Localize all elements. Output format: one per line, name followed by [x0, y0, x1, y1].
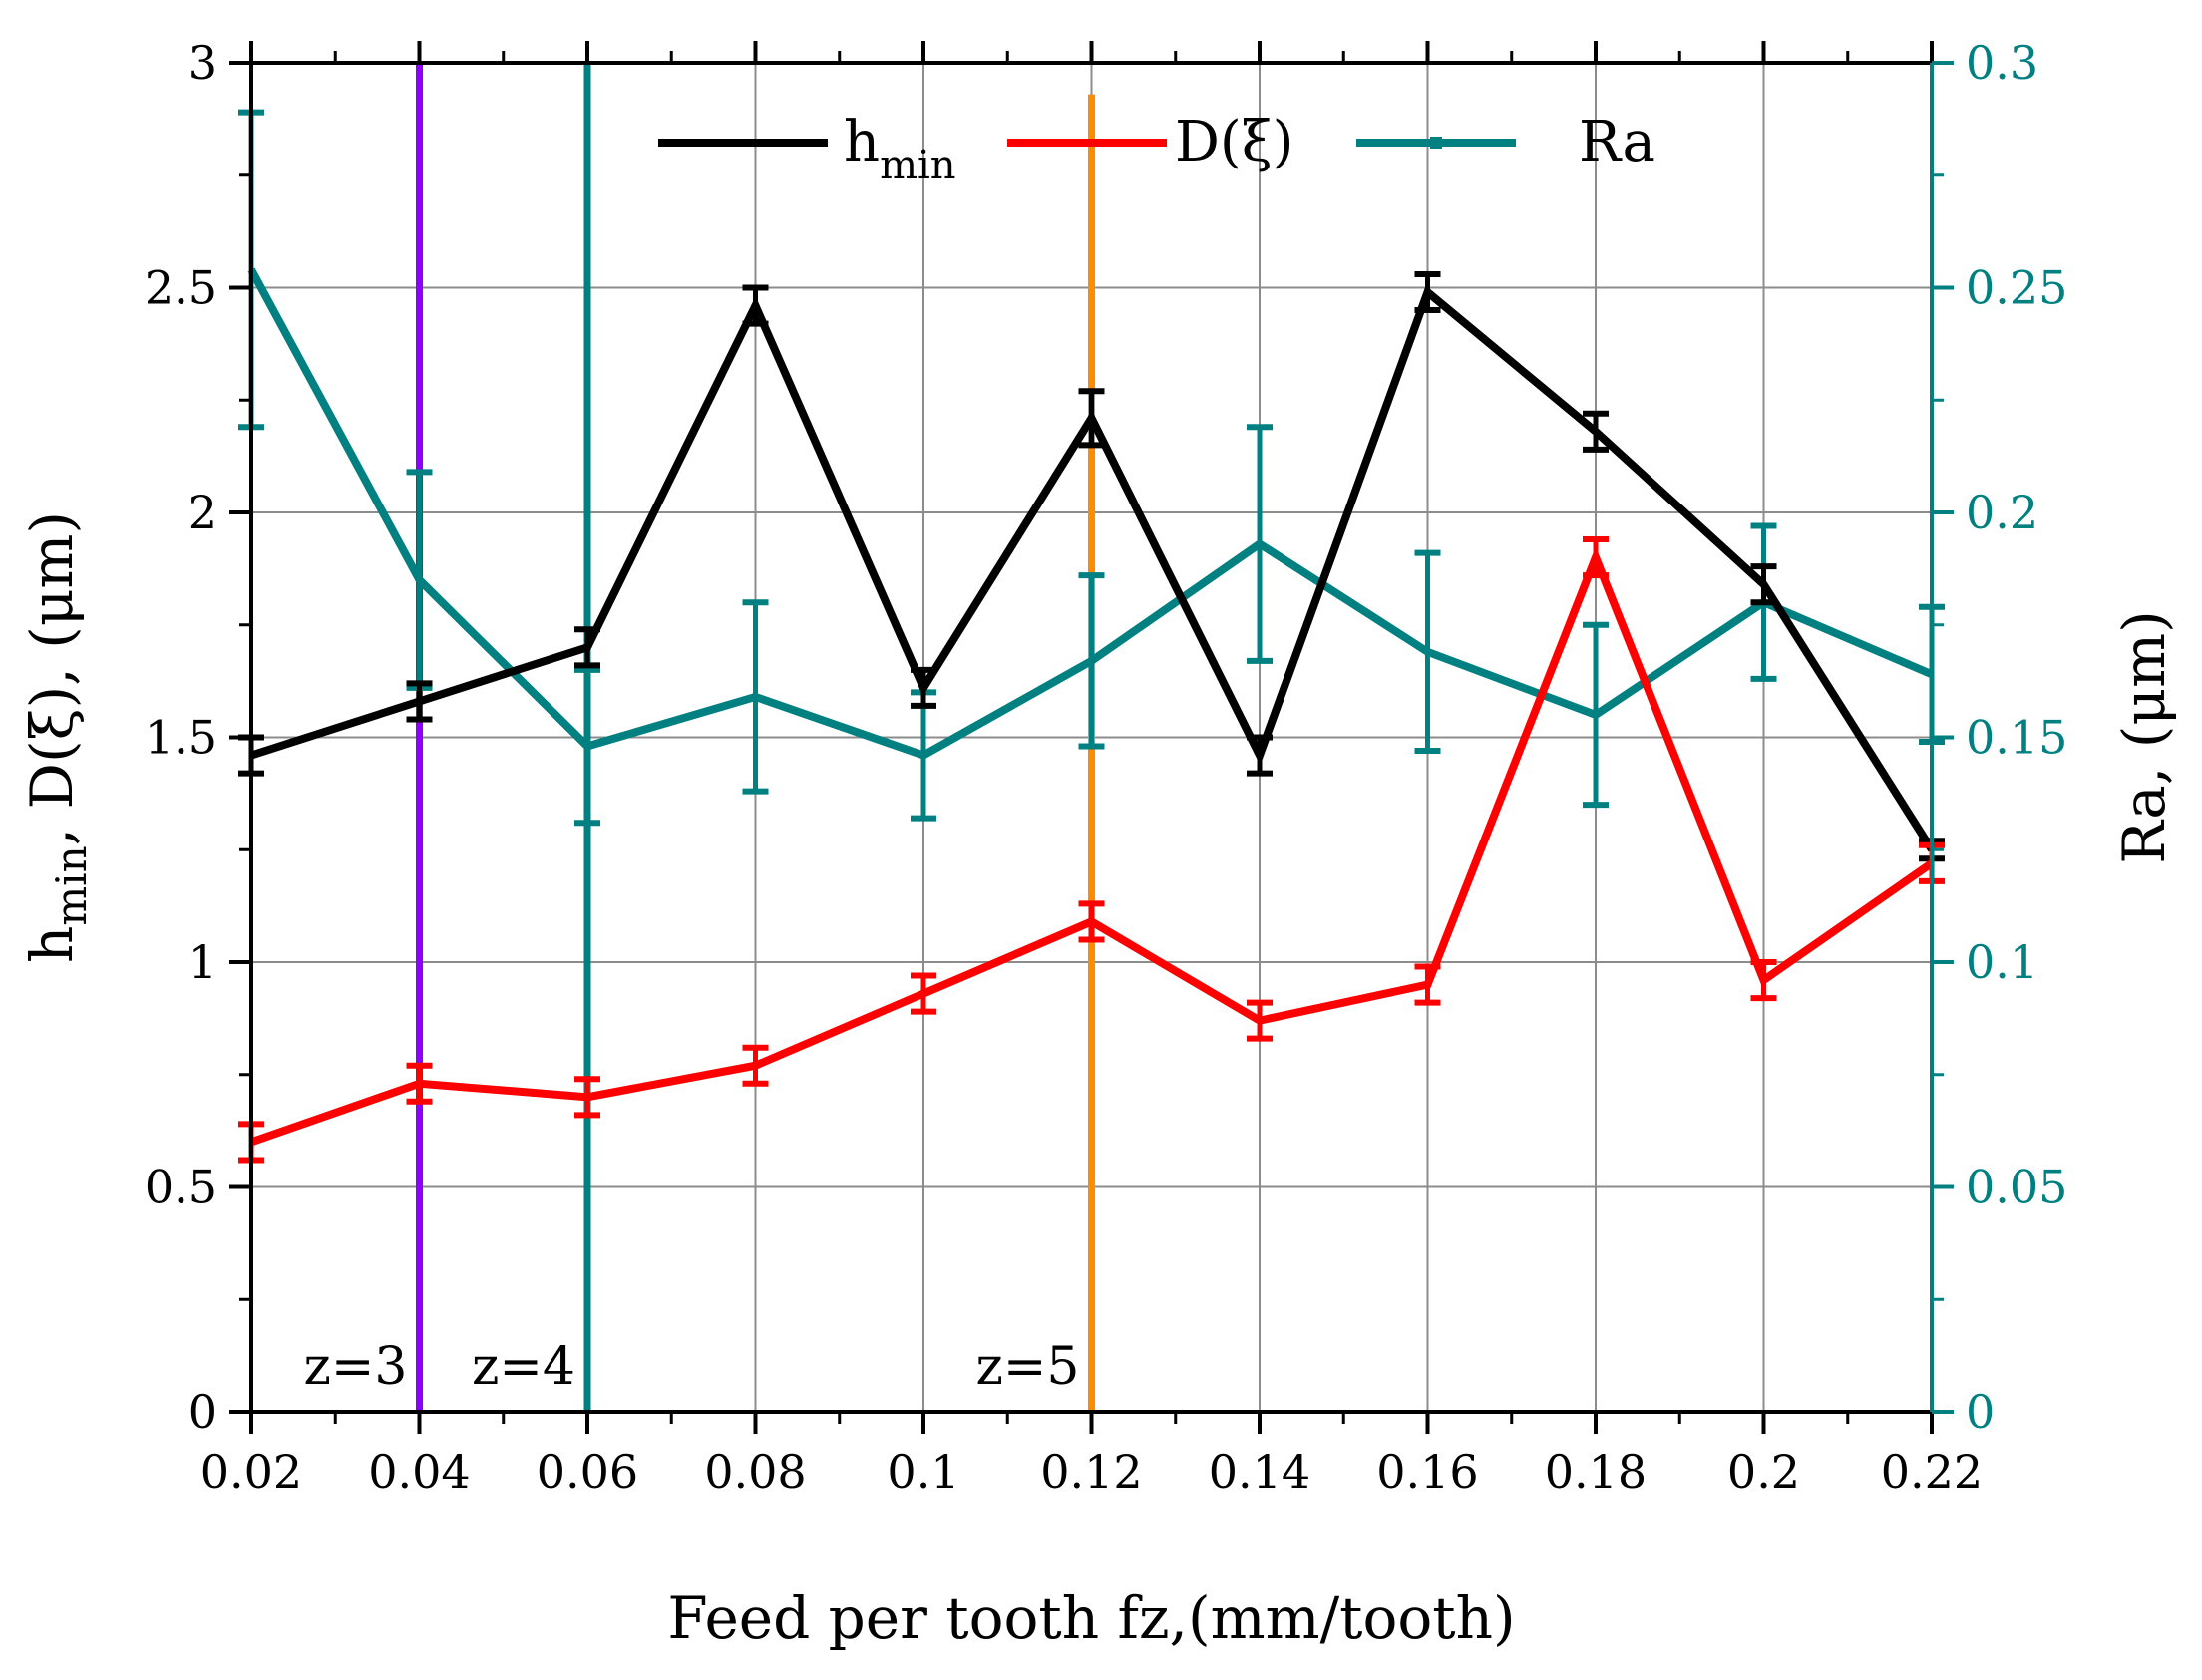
x-tick-label: 0.16: [1376, 1445, 1478, 1499]
z-label: z=3: [303, 1337, 407, 1397]
x-tick-label: 0.14: [1209, 1445, 1310, 1499]
x-tick-label: 0.2: [1727, 1445, 1800, 1499]
y2-tick-label: 0: [1966, 1385, 1995, 1439]
y2-tick-label: 0.3: [1966, 36, 2038, 90]
y-tick-label: 1: [188, 935, 217, 989]
z-label: z=5: [975, 1337, 1079, 1397]
y-tick-label: 2.5: [145, 261, 217, 315]
axes: 0.02 0.04 0.06 0.08 0.1 0.12 0.14 0.16 0.18 0.2 0.…: [145, 36, 2068, 1499]
x-axis-title: Feed per tooth fz,(mm/tooth): [667, 1584, 1515, 1652]
legend-item-Ra: Ra: [1356, 110, 1655, 174]
vertical-marker-lines: z=3 z=4 z=5: [303, 63, 1095, 1412]
x-tick-label: 0.08: [704, 1445, 806, 1499]
y-tick-label: 0: [188, 1385, 217, 1439]
x-tick-label: 0.02: [200, 1445, 302, 1499]
legend-label-sub: min: [880, 143, 955, 188]
y-tick-label: 1.5: [145, 711, 217, 765]
series-D(ξ): [238, 536, 1945, 1164]
legend-label-main: D(ξ): [1175, 110, 1293, 174]
x-tick-label: 0.22: [1881, 1445, 1983, 1499]
y2-tick-label: 0.05: [1966, 1161, 2067, 1214]
y-tick-label: 0.5: [145, 1161, 217, 1214]
z-label: z=4: [472, 1337, 575, 1397]
axis-titles: Feed per tooth fz,(mm/tooth) hmin, D(ξ),…: [18, 511, 2178, 1652]
legend-item-D(ξ): D(ξ): [1007, 110, 1293, 174]
y2-tick-label: 0.2: [1966, 486, 2038, 539]
x-tick-label: 0.12: [1040, 1445, 1142, 1499]
y2-axis-title: Ra, (μm): [2110, 610, 2178, 863]
y-axis-title-sub: min: [47, 845, 96, 925]
legend-label: D(ξ): [1175, 110, 1293, 174]
x-tick-label: 0.04: [368, 1445, 470, 1499]
x-tick-label: 0.06: [537, 1445, 638, 1499]
x-tick-label: 0.18: [1545, 1445, 1647, 1499]
y-tick-label: 3: [188, 36, 217, 90]
y2-tick-label: 0.1: [1966, 935, 2038, 989]
legend-item-h: hmin: [658, 110, 956, 188]
legend: hmin D(ξ) Ra: [658, 110, 1655, 188]
x-tick-label: 0.1: [887, 1445, 959, 1499]
series-Ra: [238, 109, 1945, 827]
y-axis-title-rest: , D(ξ), (μm): [18, 511, 86, 845]
y-axis-title: hmin, D(ξ), (μm): [18, 511, 96, 963]
legend-marker: [1430, 137, 1442, 149]
y-tick-label: 2: [188, 486, 217, 539]
y2-tick-label: 0.15: [1966, 711, 2067, 765]
series-group: [238, 109, 1945, 1164]
legend-label-main: h: [844, 110, 880, 174]
legend-label-main: Ra: [1579, 110, 1655, 174]
legend-label: hmin: [844, 110, 956, 188]
y2-tick-label: 0.25: [1966, 261, 2067, 315]
legend-label: Ra: [1579, 110, 1655, 174]
y-axis-title-main: h: [18, 926, 86, 963]
